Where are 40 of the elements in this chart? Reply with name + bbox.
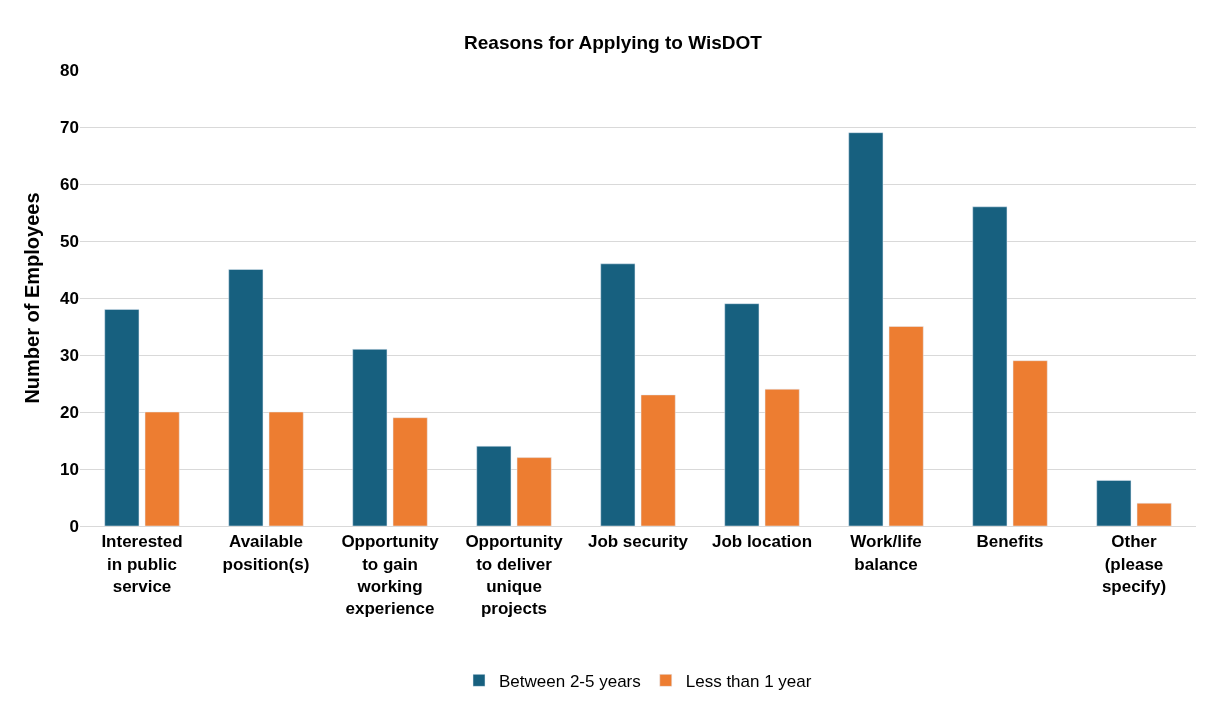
y-tick-label: 40 bbox=[60, 288, 79, 308]
bar bbox=[476, 445, 512, 526]
bar bbox=[600, 263, 636, 526]
bar bbox=[228, 269, 264, 526]
x-tick-label: Job security bbox=[587, 532, 689, 552]
legend-label: Less than 1 year bbox=[685, 671, 812, 691]
y-tick-label: 0 bbox=[69, 516, 79, 536]
bar bbox=[640, 394, 676, 526]
bar bbox=[104, 309, 140, 526]
y-tick-label: 10 bbox=[60, 459, 79, 479]
bar bbox=[972, 206, 1008, 526]
x-tick-label: Interested in public service bbox=[101, 532, 183, 596]
y-tick-label: 60 bbox=[60, 174, 79, 194]
bar bbox=[888, 326, 924, 526]
bar bbox=[392, 417, 428, 526]
x-tick-label: Benefits bbox=[976, 532, 1044, 552]
x-tick-label: Opportunity to deliver unique projects bbox=[465, 532, 564, 618]
bar bbox=[1096, 480, 1132, 526]
y-tick-label: 70 bbox=[60, 117, 79, 137]
y-tick-label: 50 bbox=[60, 231, 79, 251]
x-tick-label: Other (please specify) bbox=[1101, 532, 1167, 596]
bar bbox=[268, 411, 304, 526]
bar bbox=[1012, 360, 1048, 526]
bar bbox=[848, 132, 884, 526]
legend-label: Between 2-5 years bbox=[499, 671, 641, 691]
bar bbox=[724, 303, 760, 526]
y-tick-label: 30 bbox=[60, 345, 79, 365]
x-tick-label: Job location bbox=[711, 532, 813, 552]
x-tick-label: Available position(s) bbox=[222, 532, 310, 574]
bar bbox=[516, 457, 552, 526]
bar bbox=[1136, 502, 1172, 526]
y-tick-label: 80 bbox=[60, 60, 79, 80]
y-axis-title: Number of Employees bbox=[20, 192, 43, 404]
x-tick-label: Work/life balance bbox=[850, 532, 922, 574]
bar bbox=[764, 388, 800, 526]
bar bbox=[352, 349, 388, 526]
chart-title: Reasons for Applying to WisDOT bbox=[464, 31, 763, 53]
y-tick-label: 20 bbox=[60, 402, 79, 422]
bar bbox=[144, 411, 180, 526]
x-tick-label: Opportunity to gain working experience bbox=[341, 532, 440, 618]
